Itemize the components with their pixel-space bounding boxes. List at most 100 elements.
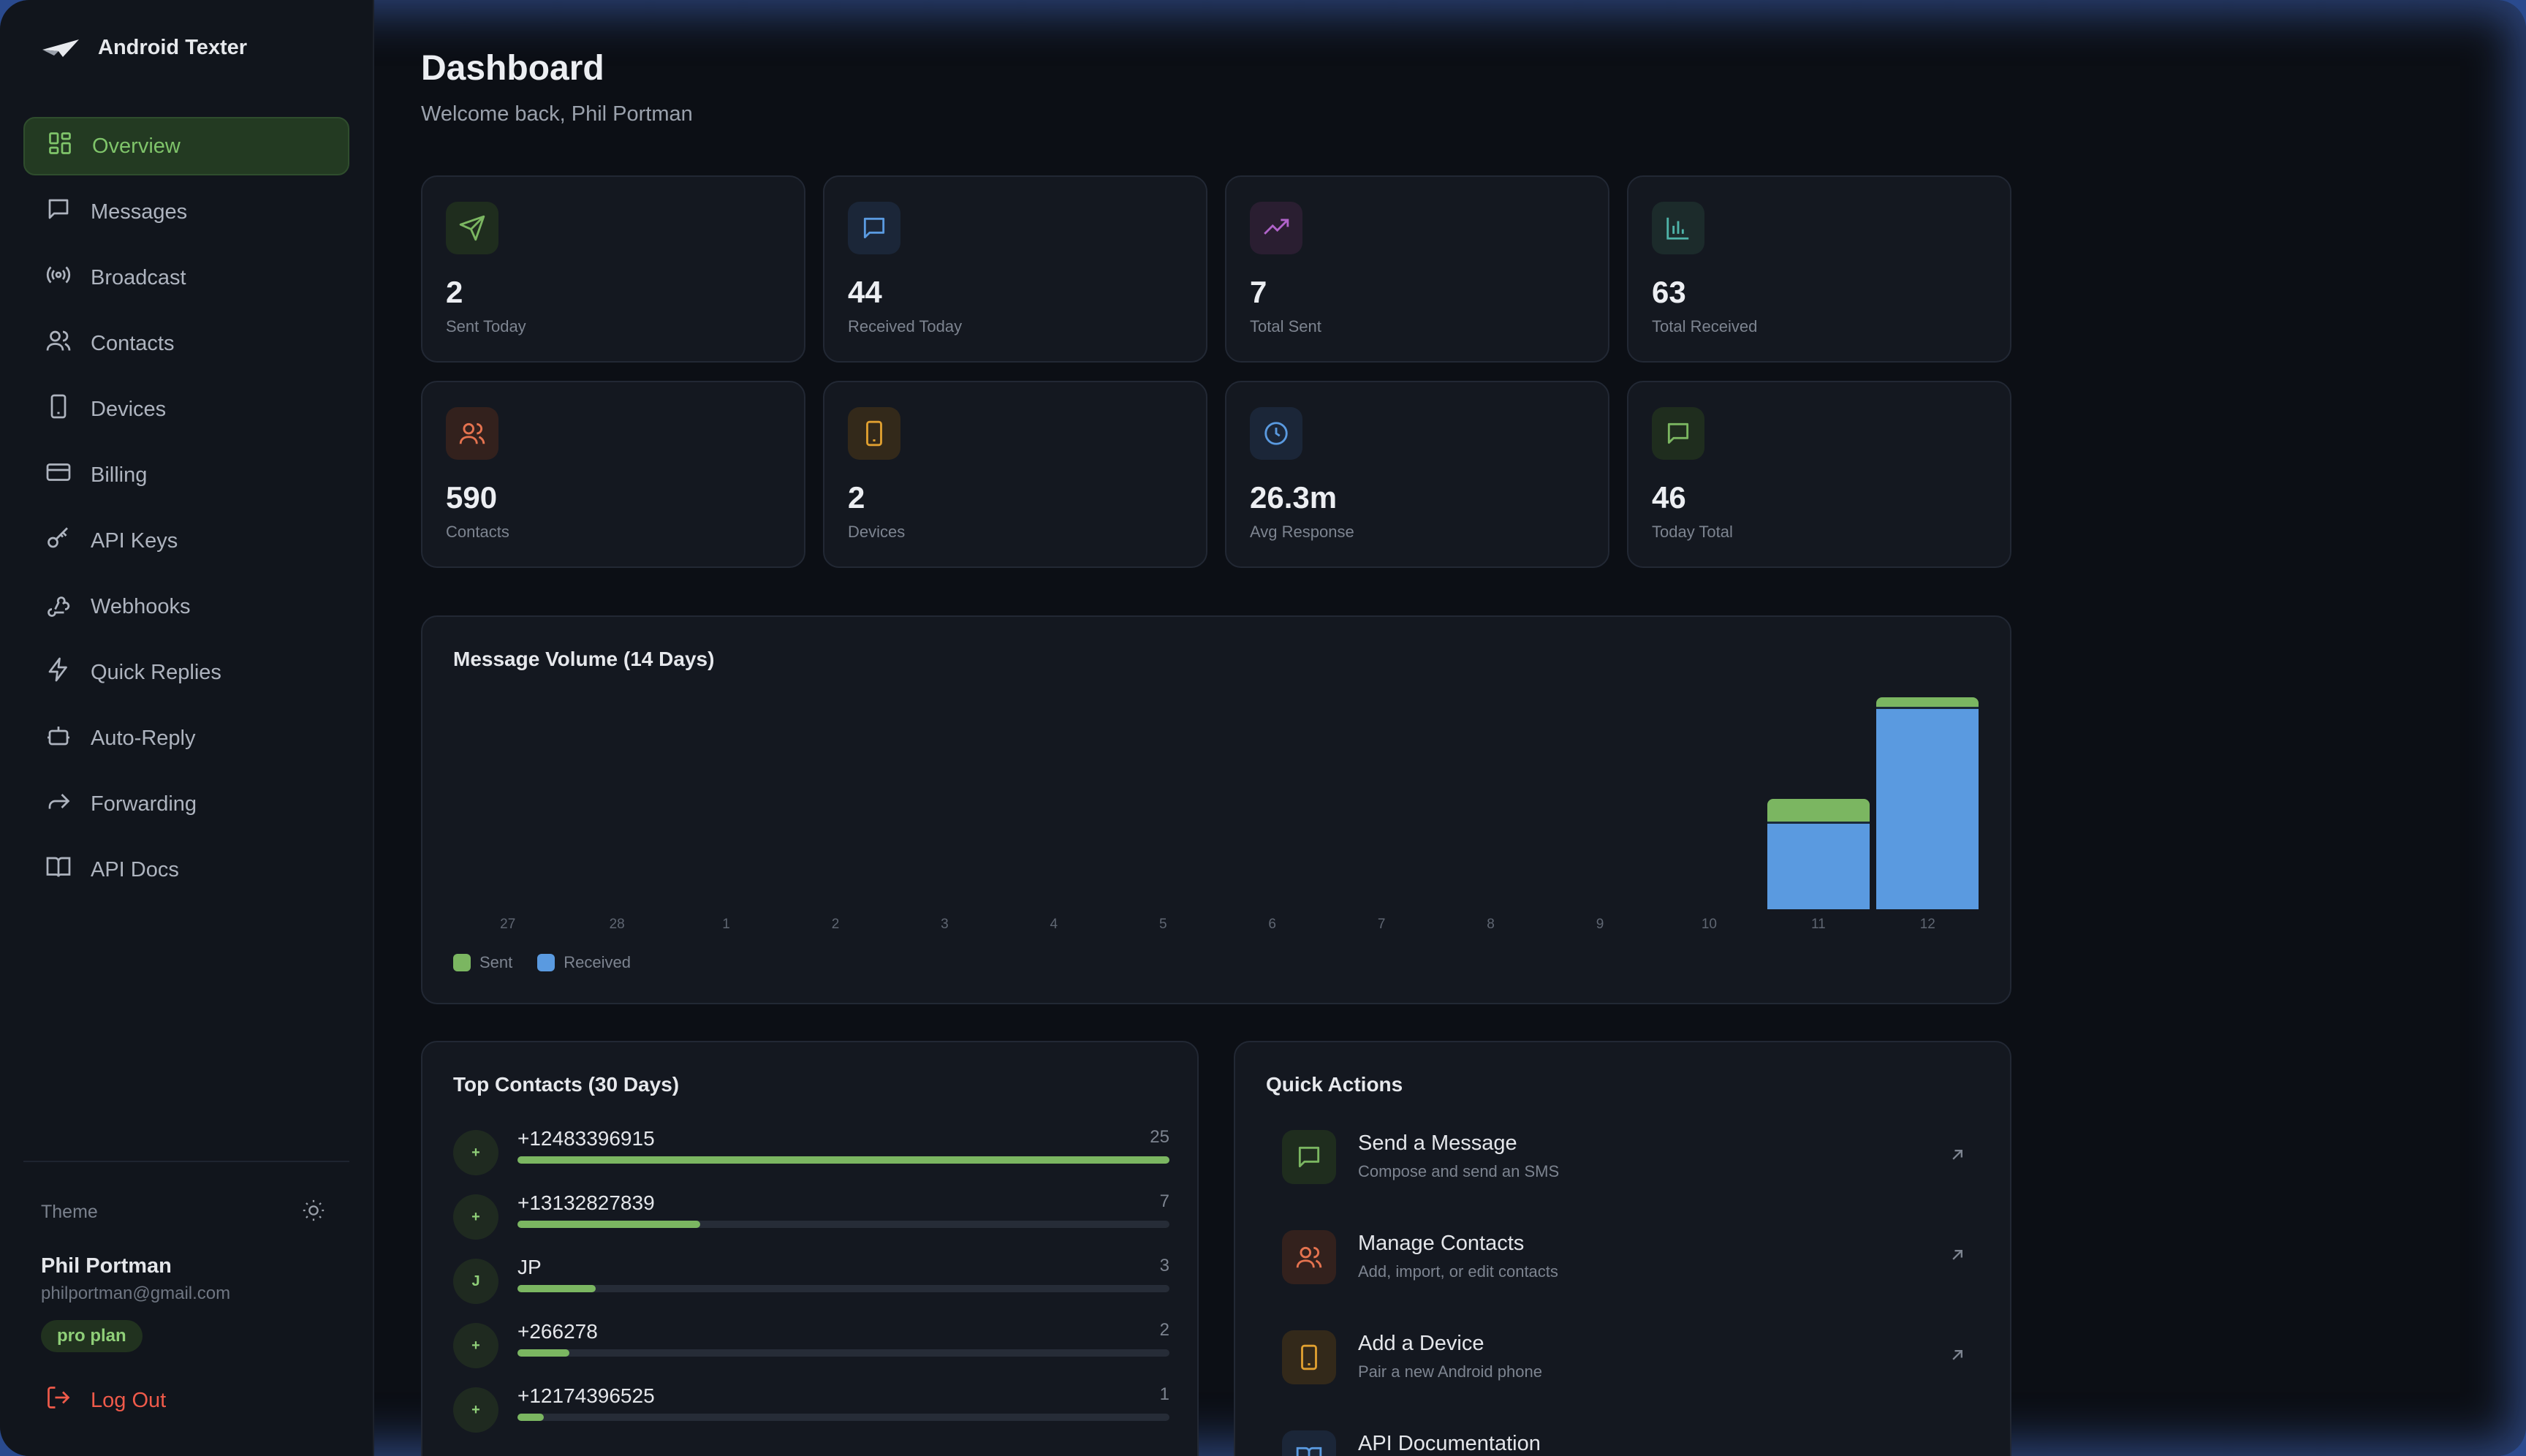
users-icon: [446, 407, 498, 460]
bar-stack-12[interactable]: [1876, 697, 1979, 909]
plan-badge: pro plan: [41, 1320, 143, 1352]
sidebar-item-webhooks[interactable]: Webhooks: [23, 577, 349, 636]
stat-card-total-sent: 7 Total Sent: [1225, 175, 1609, 363]
manage-contacts-action[interactable]: Manage Contacts Add, import, or edit con…: [1266, 1213, 2011, 1300]
user-name: Phil Portman: [41, 1254, 172, 1278]
stat-card-contacts: 590 Contacts: [421, 381, 805, 568]
stat-value: 590: [446, 480, 498, 515]
avatar: +: [453, 1387, 498, 1433]
contact-row[interactable]: + +12483396915 25: [453, 1123, 1199, 1181]
contact-bar-fill: [517, 1414, 544, 1421]
contact-count: 7: [1159, 1191, 1169, 1211]
sidebar-item-contacts[interactable]: Contacts: [23, 314, 349, 373]
quick-actions-title: Quick Actions: [1266, 1073, 1403, 1096]
sidebar-item-label: Broadcast: [91, 265, 186, 289]
chart-legend: Sent Received: [453, 953, 631, 972]
contact-bar-fill: [517, 1221, 700, 1228]
sidebar-item-quick-replies[interactable]: Quick Replies: [23, 643, 349, 702]
send-message-action[interactable]: Send a Message Compose and send an SMS: [1266, 1112, 2011, 1200]
action-description: Compose and send an SMS: [1358, 1162, 1560, 1180]
stat-value: 26.3m: [1250, 480, 1338, 515]
message-volume-panel: Message Volume (14 Days) 27 28 1 2 3 4 5 6 7 8 9 10…: [421, 615, 2011, 1004]
x-tick-label: 2: [831, 917, 840, 932]
stat-value: 2: [446, 275, 463, 309]
sidebar-item-overview[interactable]: Overview: [23, 117, 349, 175]
stat-card-avg-response: 26.3m Avg Response: [1225, 381, 1609, 568]
sidebar-item-auto-reply[interactable]: Auto-Reply: [23, 709, 349, 767]
message-icon: [1652, 407, 1704, 460]
contact-count: 2: [1159, 1320, 1169, 1340]
logout-label: Log Out: [91, 1388, 167, 1412]
bar-received-12: [1876, 708, 1979, 909]
sidebar-item-billing[interactable]: Billing: [23, 446, 349, 504]
contact-row[interactable]: + +12174396525 1: [453, 1380, 1199, 1438]
add-device-action[interactable]: Add a Device Pair a new Android phone: [1266, 1313, 2011, 1400]
broadcast-icon: [45, 262, 72, 294]
sidebar-item-label: API Docs: [91, 857, 179, 881]
sidebar-item-label: Devices: [91, 397, 167, 421]
x-tick-label: 6: [1268, 917, 1276, 932]
phone-icon: [45, 393, 72, 425]
contact-row[interactable]: + +13132827839 7: [453, 1187, 1199, 1245]
bar-divider: [1767, 822, 1870, 824]
avatar: +: [453, 1323, 498, 1368]
bar-stack-11[interactable]: [1767, 798, 1870, 909]
x-tick-label: 4: [1050, 917, 1058, 932]
stat-value: 44: [848, 275, 882, 309]
x-tick-label: 27: [500, 917, 516, 932]
arrow-up-right-icon: [1952, 1150, 1962, 1160]
contact-count: 1: [1159, 1384, 1169, 1404]
stat-card-devices: 2 Devices: [823, 381, 1207, 568]
sidebar-item-devices[interactable]: Devices: [23, 380, 349, 439]
credit-card-icon: [45, 459, 72, 491]
send-icon: [446, 202, 498, 254]
sidebar-item-label: Quick Replies: [91, 660, 221, 684]
sidebar-item-api-docs[interactable]: API Docs: [23, 841, 349, 899]
message-icon: [848, 202, 900, 254]
brand[interactable]: Android Texter: [41, 29, 247, 66]
sidebar-item-messages[interactable]: Messages: [23, 183, 349, 241]
contact-name: +13132827839: [517, 1191, 655, 1214]
sun-icon[interactable]: [301, 1198, 326, 1226]
webhook-icon: [45, 591, 72, 623]
contact-bar-track: [517, 1285, 1169, 1292]
sidebar-item-forwarding[interactable]: Forwarding: [23, 775, 349, 833]
stat-card-today-total: 46 Today Total: [1627, 381, 2011, 568]
x-tick-label: 5: [1158, 917, 1167, 932]
chart-title: Message Volume (14 Days): [453, 648, 715, 670]
bar-received-11: [1767, 824, 1870, 909]
page-title: Dashboard: [421, 49, 604, 88]
legend-item-received[interactable]: Received: [537, 953, 631, 972]
stat-value: 7: [1250, 275, 1267, 309]
book-icon: [45, 854, 72, 886]
api-documentation-action[interactable]: API Documentation: [1266, 1413, 2011, 1456]
stat-label: Contacts: [446, 523, 509, 541]
action-title: API Documentation: [1358, 1432, 1541, 1455]
stat-card-sent-today: 2 Sent Today: [421, 175, 805, 363]
sidebar-item-label: Billing: [91, 463, 148, 487]
contact-name: +266278: [517, 1320, 598, 1343]
contact-name: +12483396915: [517, 1127, 655, 1150]
action-title: Send a Message: [1358, 1131, 1517, 1155]
logout-button[interactable]: Log Out: [45, 1384, 166, 1417]
sidebar-item-label: Overview: [92, 134, 181, 158]
users-icon: [45, 327, 72, 360]
phone-icon: [848, 407, 900, 460]
trending-up-icon: [1250, 202, 1302, 254]
contact-bar-fill: [517, 1285, 596, 1292]
contact-row[interactable]: + +266278 2: [453, 1316, 1199, 1374]
x-tick-label: 3: [941, 917, 949, 932]
contact-row[interactable]: J JP 3: [453, 1251, 1199, 1310]
stat-label: Total Sent: [1250, 317, 1321, 335]
stat-card-received-today: 44 Received Today: [823, 175, 1207, 363]
contact-bar-track: [517, 1221, 1169, 1228]
stat-card-total-received: 63 Total Received: [1627, 175, 2011, 363]
sidebar-item-broadcast[interactable]: Broadcast: [23, 249, 349, 307]
x-tick-label: 9: [1596, 917, 1604, 932]
stat-label: Today Total: [1652, 523, 1733, 541]
users-icon: [1282, 1230, 1336, 1284]
arrow-up-right-icon: [1952, 1250, 1962, 1260]
bar-chart-icon: [1652, 202, 1704, 254]
sidebar-item-api-keys[interactable]: API Keys: [23, 512, 349, 570]
legend-item-sent[interactable]: Sent: [453, 953, 512, 972]
